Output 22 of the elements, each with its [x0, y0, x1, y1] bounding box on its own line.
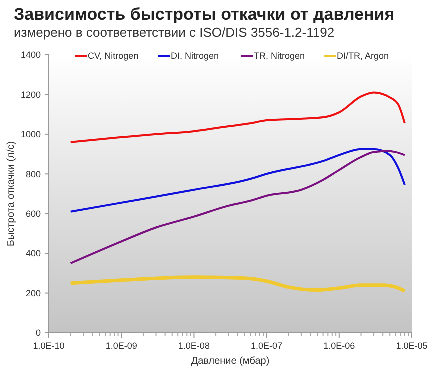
legend-label: DI, Nitrogen	[171, 51, 220, 62]
chart-title: Зависимость быстроты откачки от давления	[14, 5, 395, 24]
y-tick-label: 800	[26, 169, 41, 180]
legend-label: TR, Nitrogen	[254, 51, 306, 62]
x-tick-label: 1.0E-06	[324, 341, 356, 351]
y-tick-label: 1200	[20, 90, 41, 100]
y-axis-title: Быстрота откачки (л/с)	[6, 141, 17, 247]
y-tick-label: 600	[26, 209, 41, 220]
chart-subtitle: измерено в соответветствии с ISO/DIS 3556-1.2-1192	[14, 25, 335, 40]
y-tick-label: 0	[36, 328, 41, 338]
y-tick-label: 1000	[20, 130, 41, 140]
y-tick-label: 1400	[20, 50, 41, 60]
y-tick-label: 200	[26, 288, 41, 298]
x-tick-label: 1.0E-09	[106, 341, 138, 351]
x-tick-label: 1.0E-05	[396, 341, 428, 351]
legend-label: CV, Nitrogen	[88, 51, 139, 62]
x-tick-label: 1.0E-07	[251, 341, 283, 351]
x-axis-title: Давление (мбар)	[191, 356, 270, 367]
legend-label: DI/TR, Argon	[337, 51, 390, 62]
x-tick-label: 1.0E-08	[178, 341, 210, 351]
y-tick-label: 400	[26, 248, 41, 259]
x-tick-label: 1.0E-10	[33, 341, 65, 351]
